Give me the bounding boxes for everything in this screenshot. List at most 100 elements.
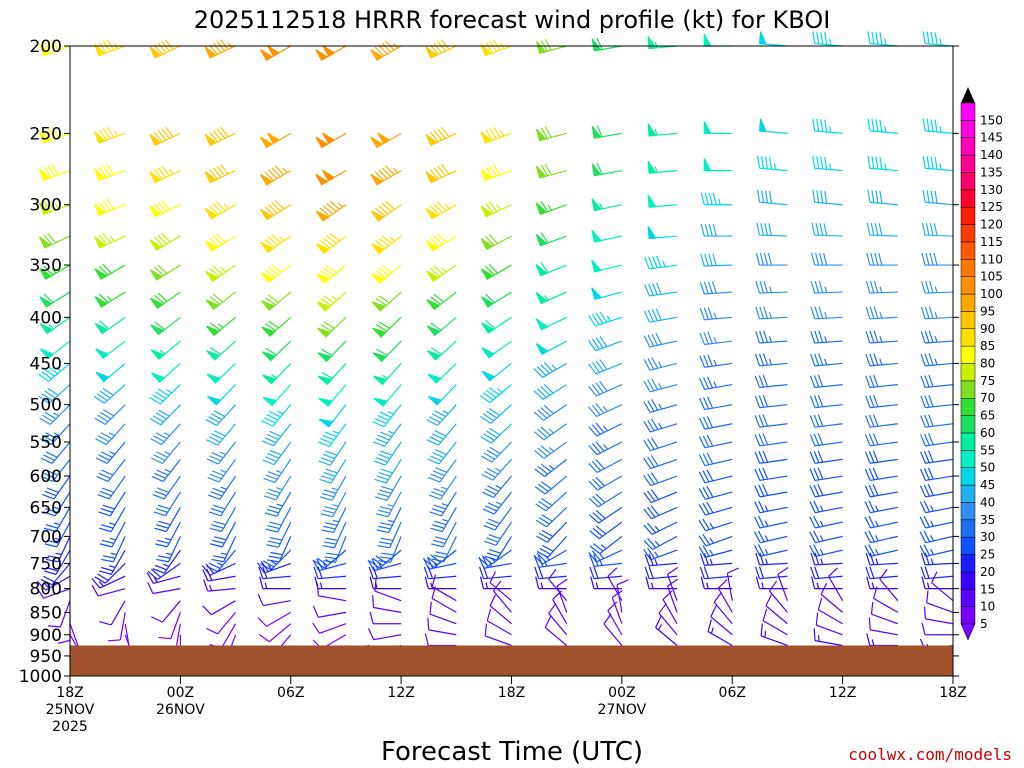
wind-barb bbox=[815, 612, 843, 636]
wind-barb bbox=[757, 155, 788, 172]
wind-barb bbox=[205, 404, 237, 427]
wind-barb bbox=[920, 552, 954, 566]
wind-barb bbox=[698, 416, 733, 430]
wind-barb bbox=[643, 333, 678, 348]
wind-barb bbox=[41, 459, 71, 482]
wind-barb bbox=[920, 374, 954, 389]
wind-barb bbox=[39, 316, 71, 335]
wind-barb bbox=[754, 515, 788, 529]
wind-barb bbox=[314, 549, 347, 569]
wind-barb bbox=[591, 37, 622, 52]
colorbar-swatch bbox=[960, 224, 976, 243]
wind-barb bbox=[319, 459, 347, 484]
wind-barb bbox=[643, 472, 678, 487]
wind-barb bbox=[97, 475, 126, 500]
wind-barb bbox=[867, 118, 898, 134]
wind-barb bbox=[95, 423, 126, 446]
wind-barb bbox=[45, 536, 71, 563]
wind-barb bbox=[372, 595, 402, 613]
wind-barb bbox=[754, 374, 788, 389]
wind-barb bbox=[95, 441, 126, 464]
wind-barb bbox=[317, 340, 347, 363]
colorbar-label: 30 bbox=[980, 530, 995, 544]
wind-barb bbox=[427, 362, 457, 384]
wind-barb bbox=[205, 291, 236, 311]
wind-barb bbox=[317, 423, 347, 447]
wind-barb bbox=[94, 198, 126, 216]
wind-barb bbox=[152, 549, 181, 574]
wind-barb bbox=[481, 316, 512, 334]
wind-barb bbox=[920, 414, 954, 428]
wind-barb bbox=[810, 552, 843, 566]
wind-barb bbox=[589, 506, 623, 524]
colorbar-label: 95 bbox=[980, 304, 995, 318]
colorbar-label: 70 bbox=[980, 391, 995, 405]
wind-barb bbox=[589, 554, 622, 567]
wind-barb bbox=[920, 566, 954, 580]
wind-barb bbox=[43, 507, 71, 533]
wind-barb bbox=[427, 441, 457, 465]
wind-barb bbox=[205, 264, 236, 282]
y-tick-label: 600 bbox=[30, 467, 62, 487]
x-tick-label: 2025 bbox=[52, 719, 88, 735]
wind-barb bbox=[210, 521, 237, 548]
wind-barb bbox=[98, 491, 126, 517]
wind-barb bbox=[533, 555, 567, 568]
colorbar-swatch bbox=[960, 293, 976, 312]
wind-barb bbox=[261, 404, 292, 427]
colorbar-swatch bbox=[960, 502, 976, 521]
wind-barb bbox=[208, 491, 237, 517]
wind-barb bbox=[36, 575, 71, 591]
wind-barb bbox=[479, 566, 512, 580]
x-tick-label: 12Z bbox=[387, 685, 414, 701]
wind-barb bbox=[865, 280, 898, 294]
colorbar-label: 145 bbox=[980, 131, 1003, 145]
wind-barb bbox=[262, 384, 292, 407]
wind-barb bbox=[921, 622, 953, 636]
wind-barb bbox=[533, 384, 568, 400]
wind-barb bbox=[146, 572, 181, 585]
y-tick-label: 950 bbox=[30, 647, 62, 667]
wind-barb bbox=[312, 558, 347, 572]
wind-barb bbox=[812, 189, 843, 206]
wind-barb bbox=[872, 586, 899, 613]
wind-barb bbox=[548, 602, 568, 636]
wind-barb bbox=[643, 455, 678, 470]
wind-barb bbox=[699, 281, 733, 295]
surface-terrain bbox=[70, 645, 953, 676]
wind-barb bbox=[94, 164, 126, 182]
wind-barb bbox=[427, 384, 457, 406]
wind-barb bbox=[374, 578, 402, 602]
wind-barb bbox=[91, 575, 126, 589]
wind-barb bbox=[369, 611, 402, 625]
wind-barb bbox=[591, 198, 622, 212]
wind-barb bbox=[489, 594, 512, 625]
wind-barb bbox=[589, 535, 623, 555]
wind-barb bbox=[923, 606, 954, 625]
wind-barb bbox=[150, 423, 181, 446]
wind-barb bbox=[202, 568, 236, 582]
x-tick-label: 26NOV bbox=[156, 702, 205, 718]
wind-barb bbox=[536, 521, 568, 543]
colorbar-swatch bbox=[960, 137, 976, 156]
wind-barb bbox=[321, 507, 347, 534]
wind-barb bbox=[315, 200, 347, 222]
wind-barb bbox=[368, 566, 402, 580]
wind-barb bbox=[313, 566, 346, 580]
wind-barb bbox=[556, 578, 568, 613]
wind-barb bbox=[817, 597, 843, 625]
wind-barb bbox=[865, 306, 898, 320]
y-tick-label: 400 bbox=[30, 308, 62, 328]
wind-barb bbox=[643, 399, 678, 413]
wind-barb bbox=[755, 552, 788, 566]
wind-barb bbox=[643, 437, 678, 452]
wind-barb bbox=[99, 549, 126, 575]
wind-barb bbox=[427, 617, 457, 636]
wind-barb bbox=[591, 259, 623, 273]
wind-barb bbox=[94, 263, 126, 280]
wind-barb bbox=[373, 363, 402, 386]
wind-barb bbox=[535, 291, 567, 305]
wind-barb bbox=[699, 354, 733, 368]
wind-barb bbox=[426, 291, 457, 311]
